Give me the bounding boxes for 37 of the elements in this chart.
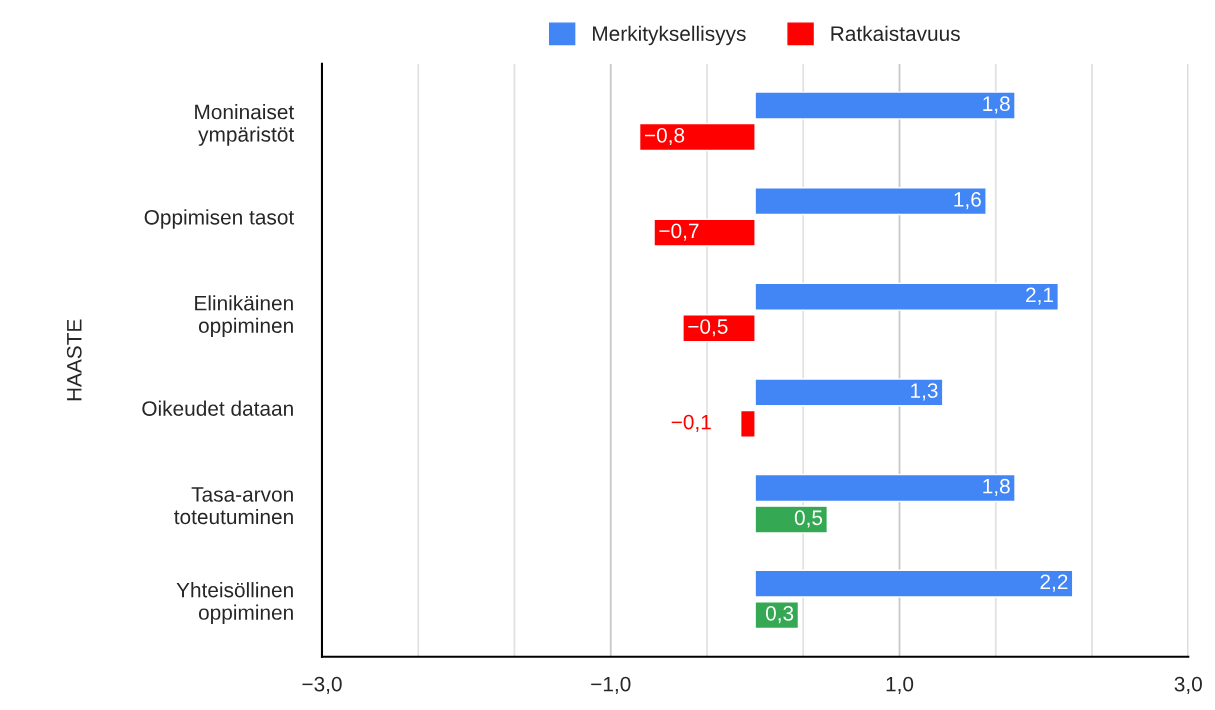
data-label: 1,8 bbox=[983, 478, 1010, 497]
data-label: 1,8 bbox=[983, 96, 1010, 114]
bar bbox=[653, 218, 756, 247]
y-tick-label: Oikeudet dataan bbox=[142, 400, 293, 416]
y-tick-label: Elinikäinen oppiminen bbox=[195, 295, 293, 338]
y-tick-label: Moninaiset ympäristöt bbox=[195, 104, 295, 146]
x-tick-label: 1,0 bbox=[886, 676, 914, 694]
x-tick-label: −3,0 bbox=[302, 676, 342, 694]
x-tick-label: 3,0 bbox=[1174, 676, 1202, 694]
data-label: −0,8 bbox=[644, 127, 685, 146]
data-label: 2,2 bbox=[1040, 574, 1068, 592]
bar bbox=[754, 378, 944, 407]
bar bbox=[754, 569, 1074, 598]
data-label: −0,7 bbox=[659, 223, 699, 241]
bar bbox=[754, 91, 1016, 120]
bar bbox=[754, 187, 987, 216]
data-label: −0,1 bbox=[671, 414, 711, 432]
bar bbox=[754, 473, 1016, 503]
y-tick-label: Yhteisöllinen oppiminen bbox=[176, 582, 293, 624]
data-label: 2,1 bbox=[1026, 287, 1053, 305]
bar bbox=[754, 282, 1060, 311]
data-label: 1,6 bbox=[954, 191, 981, 210]
y-tick-label: Oppimisen tasot bbox=[144, 209, 295, 229]
bar bbox=[682, 314, 756, 343]
bar bbox=[638, 122, 756, 152]
bar bbox=[754, 601, 800, 630]
data-label: 0,5 bbox=[794, 510, 823, 528]
bar bbox=[739, 409, 756, 438]
data-label: −0,5 bbox=[688, 319, 728, 337]
legend-label: Merkityksellisyys bbox=[593, 25, 746, 46]
bar bbox=[754, 505, 829, 534]
x-tick-label: −1,0 bbox=[591, 676, 631, 694]
y-tick-label: Tasa-arvon toteutuminen bbox=[174, 487, 293, 525]
data-label: 1,3 bbox=[911, 383, 938, 401]
legend-label: Ratkaistavuus bbox=[831, 25, 960, 42]
data-label: 0,3 bbox=[765, 605, 794, 624]
y-axis-title: HAASTE bbox=[66, 319, 82, 401]
